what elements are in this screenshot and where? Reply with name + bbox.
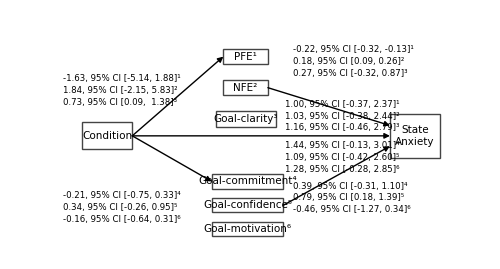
Text: 1.44, 95% CI [-0.13, 3.01]⁴
1.09, 95% CI [-0.42, 2.60]⁵
1.28, 95% CI [-0.28, 2.8: 1.44, 95% CI [-0.13, 3.01]⁴ 1.09, 95% CI… xyxy=(286,141,400,174)
Text: 1.00, 95% CI [-0.37, 2.37]¹
1.03, 95% CI [-0.38, 2.44]²
1.16, 95% CI [-0.46, 2.7: 1.00, 95% CI [-0.37, 2.37]¹ 1.03, 95% CI… xyxy=(286,100,400,132)
Text: Goal-clarity³: Goal-clarity³ xyxy=(214,114,278,124)
FancyBboxPatch shape xyxy=(82,122,132,149)
FancyBboxPatch shape xyxy=(212,198,284,213)
Text: NFE²: NFE² xyxy=(234,83,258,93)
Text: Goal-motivation⁶: Goal-motivation⁶ xyxy=(204,224,292,234)
FancyBboxPatch shape xyxy=(390,114,440,158)
Text: State
Anxiety: State Anxiety xyxy=(396,125,435,147)
FancyBboxPatch shape xyxy=(212,222,284,236)
Text: Condition: Condition xyxy=(82,131,132,141)
FancyBboxPatch shape xyxy=(224,49,268,64)
Text: -0.22, 95% CI [-0.32, -0.13]¹
0.18, 95% CI [0.09, 0.26]²
0.27, 95% CI [-0.32, 0.: -0.22, 95% CI [-0.32, -0.13]¹ 0.18, 95% … xyxy=(293,45,414,77)
FancyBboxPatch shape xyxy=(212,174,284,189)
Text: Goal-commitment⁴: Goal-commitment⁴ xyxy=(198,176,297,186)
Text: -1.63, 95% CI [-5.14, 1.88]¹
1.84, 95% CI [-2.15, 5.83]²
0.73, 95% CI [0.09,  1.: -1.63, 95% CI [-5.14, 1.88]¹ 1.84, 95% C… xyxy=(64,74,181,107)
FancyBboxPatch shape xyxy=(224,80,268,95)
FancyBboxPatch shape xyxy=(216,111,276,126)
Text: -0.21, 95% CI [-0.75, 0.33]⁴
0.34, 95% CI [-0.26, 0.95]⁵
-0.16, 95% CI [-0.64, 0: -0.21, 95% CI [-0.75, 0.33]⁴ 0.34, 95% C… xyxy=(64,191,181,224)
Text: PFE¹: PFE¹ xyxy=(234,52,257,62)
Text: 0.39, 95% CI [-0.31, 1.10]⁴
0.79, 95% CI [0.18, 1.39]⁵
-0.46, 95% CI [-1.27, 0.3: 0.39, 95% CI [-0.31, 1.10]⁴ 0.79, 95% CI… xyxy=(293,182,410,214)
Text: Goal-confidence⁵: Goal-confidence⁵ xyxy=(203,200,292,210)
